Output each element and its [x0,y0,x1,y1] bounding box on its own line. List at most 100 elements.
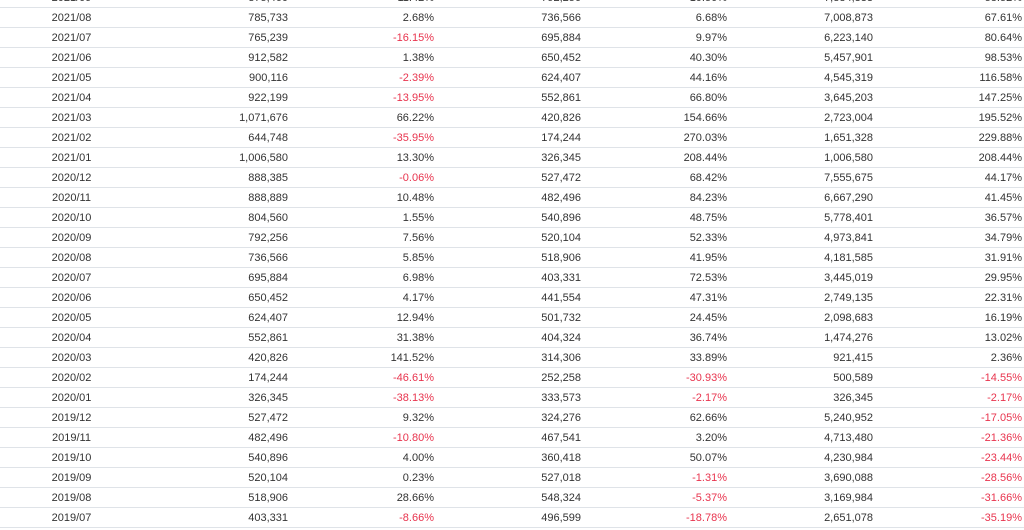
change-cell: 7.56% [290,227,436,248]
table-row: 2021/01 1,006,580 13.30% 326,345 208.44% 1,00… [0,147,1024,168]
change-cell: 28.66% [290,487,436,508]
table-row: 2020/11 888,889 10.48% 482,496 84.23% 6,667,2… [0,187,1024,208]
table-row: 2020/08 736,566 5.85% 518,906 41.95% 4,181,58… [0,247,1024,268]
cumulative-change-cell: 58.52% [875,0,1024,8]
cumulative-change-cell: 116.58% [875,67,1024,88]
compare-value-cell: 324,276 [436,407,583,428]
period-cell: 2020/08 [0,247,143,268]
period-cell: 2020/07 [0,267,143,288]
compare-value-cell: 404,324 [436,327,583,348]
cumulative-cell: 7,555,675 [729,167,875,188]
value-cell: 174,244 [143,367,290,388]
change-cell: 1.55% [290,207,436,228]
cumulative-cell: 326,345 [729,387,875,408]
compare-value-cell: 482,496 [436,187,583,208]
table-row: 2019/10 540,896 4.00% 360,418 50.07% 4,230,98… [0,447,1024,468]
value-cell: 888,385 [143,167,290,188]
compare-value-cell: 548,324 [436,487,583,508]
cumulative-change-cell: 98.53% [875,47,1024,68]
value-cell: 482,496 [143,427,290,448]
period-cell: 2020/04 [0,327,143,348]
compare-change-cell: 10.50% [583,0,729,8]
cumulative-change-cell: 36.57% [875,207,1024,228]
compare-value-cell: 518,906 [436,247,583,268]
compare-change-cell: 6.68% [583,7,729,28]
value-cell: 900,116 [143,67,290,88]
value-cell: 888,889 [143,187,290,208]
period-cell: 2020/10 [0,207,143,228]
change-cell: 9.32% [290,407,436,428]
compare-value-cell: 403,331 [436,267,583,288]
change-cell: -10.80% [290,427,436,448]
value-cell: 520,104 [143,467,290,488]
cumulative-change-cell: 208.44% [875,147,1024,168]
cumulative-cell: 7,884,333 [729,0,875,8]
period-cell: 2020/06 [0,287,143,308]
compare-change-cell: 50.07% [583,447,729,468]
table-row: 2021/02 644,748 -35.95% 174,244 270.03% 1,651… [0,127,1024,148]
value-cell: 695,884 [143,267,290,288]
table-row: 2019/12 527,472 9.32% 324,276 62.66% 5,240,95… [0,407,1024,428]
cumulative-change-cell: 67.61% [875,7,1024,28]
compare-value-cell: 420,826 [436,107,583,128]
period-cell: 2021/04 [0,87,143,108]
period-cell: 2021/07 [0,27,143,48]
cumulative-change-cell: -21.36% [875,427,1024,448]
period-cell: 2019/07 [0,507,143,528]
cumulative-change-cell: -23.44% [875,447,1024,468]
period-cell: 2021/05 [0,67,143,88]
compare-change-cell: 62.66% [583,407,729,428]
period-cell: 2019/11 [0,427,143,448]
compare-change-cell: 41.95% [583,247,729,268]
table-row: 2020/01 326,345 -38.13% 333,573 -2.17% 326,34… [0,387,1024,408]
cumulative-change-cell: 44.17% [875,167,1024,188]
compare-value-cell: 467,541 [436,427,583,448]
value-cell: 1,071,676 [143,107,290,128]
change-cell: 13.30% [290,147,436,168]
value-cell: 326,345 [143,387,290,408]
value-cell: 552,861 [143,327,290,348]
change-cell: 0.23% [290,467,436,488]
table-row: 2021/09875,46011.42%792,25610.50%7,884,3… [0,0,1024,8]
compare-change-cell: 9.97% [583,27,729,48]
compare-change-cell: 48.75% [583,207,729,228]
cumulative-cell: 6,667,290 [729,187,875,208]
cumulative-change-cell: 31.91% [875,247,1024,268]
compare-change-cell: 72.53% [583,267,729,288]
table-row: 2021/05 900,116 -2.39% 624,407 44.16% 4,545,3… [0,67,1024,88]
value-cell: 527,472 [143,407,290,428]
table-row: 2020/04 552,861 31.38% 404,324 36.74% 1,474,2… [0,327,1024,348]
compare-value-cell: 333,573 [436,387,583,408]
cumulative-change-cell: -17.05% [875,407,1024,428]
change-cell: 10.48% [290,187,436,208]
cumulative-change-cell: -35.19% [875,507,1024,528]
value-cell: 792,256 [143,227,290,248]
change-cell: -13.95% [290,87,436,108]
cumulative-cell: 4,230,984 [729,447,875,468]
change-cell: -2.39% [290,67,436,88]
compare-change-cell: -2.17% [583,387,729,408]
cumulative-cell: 921,415 [729,347,875,368]
cumulative-cell: 4,973,841 [729,227,875,248]
change-cell: 4.17% [290,287,436,308]
table-row: 2020/10 804,560 1.55% 540,896 48.75% 5,778,40… [0,207,1024,228]
compare-value-cell: 527,472 [436,167,583,188]
cumulative-cell: 500,589 [729,367,875,388]
value-cell: 785,733 [143,7,290,28]
compare-change-cell: 66.80% [583,87,729,108]
table-row: 2019/09 520,104 0.23% 527,018 -1.31% 3,690,08… [0,467,1024,488]
cumulative-cell: 2,749,135 [729,287,875,308]
cumulative-change-cell: -31.66% [875,487,1024,508]
compare-value-cell: 441,554 [436,287,583,308]
period-cell: 2021/01 [0,147,143,168]
compare-change-cell: 44.16% [583,67,729,88]
cumulative-change-cell: 80.64% [875,27,1024,48]
cumulative-change-cell: 29.95% [875,267,1024,288]
compare-change-cell: 208.44% [583,147,729,168]
change-cell: 141.52% [290,347,436,368]
cumulative-change-cell: 34.79% [875,227,1024,248]
period-cell: 2020/12 [0,167,143,188]
compare-change-cell: 36.74% [583,327,729,348]
compare-change-cell: -18.78% [583,507,729,528]
compare-change-cell: 40.30% [583,47,729,68]
